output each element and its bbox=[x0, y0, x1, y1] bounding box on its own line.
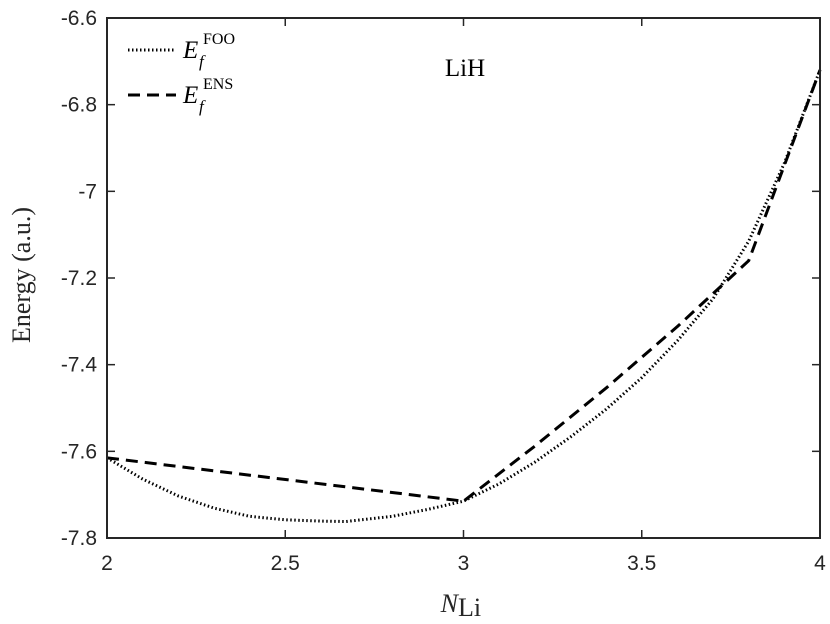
legend-label-foo-sub: f bbox=[199, 52, 206, 71]
y-tick-label: -7 bbox=[78, 180, 97, 203]
legend-label-ens-sup: ENS bbox=[203, 76, 233, 93]
y-tick-label: -6.8 bbox=[61, 94, 97, 117]
legend-label-foo-base: E bbox=[182, 37, 198, 64]
legend: E f FOO E f ENS bbox=[128, 31, 235, 116]
series-line-foo bbox=[106, 69, 822, 524]
chart-annotation: LiH bbox=[445, 55, 485, 82]
legend-label-ens-base: E bbox=[182, 82, 198, 109]
plot-area-frame bbox=[106, 17, 821, 539]
legend-label-foo-sup: FOO bbox=[203, 31, 235, 48]
tick-labels: 2 2.5 3 3.5 4 -7.8 -7.6 -7.4 -7.2 -7 -6.8 -6.6 bbox=[61, 7, 826, 575]
x-tick-label: 4 bbox=[814, 552, 826, 575]
y-tick-label: -6.6 bbox=[61, 7, 97, 30]
series-line-ens bbox=[106, 69, 822, 503]
series-layer bbox=[106, 69, 822, 524]
x-tick-label: 2 bbox=[101, 552, 113, 575]
y-tick-label: -7.6 bbox=[61, 440, 97, 463]
y-tick-label: -7.2 bbox=[61, 267, 97, 290]
y-tick-label: -7.8 bbox=[61, 527, 97, 550]
x-axis-label-subscript: Li bbox=[458, 593, 481, 622]
x-axis-label: N bbox=[440, 589, 460, 618]
x-tick-label: 2.5 bbox=[271, 552, 300, 575]
legend-label-ens-sub: f bbox=[199, 97, 206, 116]
x-tick-label: 3 bbox=[458, 552, 470, 575]
y-axis-label: Energy (a.u.) bbox=[7, 207, 36, 343]
x-tick-label: 3.5 bbox=[627, 552, 656, 575]
y-tick-label: -7.4 bbox=[61, 354, 98, 377]
